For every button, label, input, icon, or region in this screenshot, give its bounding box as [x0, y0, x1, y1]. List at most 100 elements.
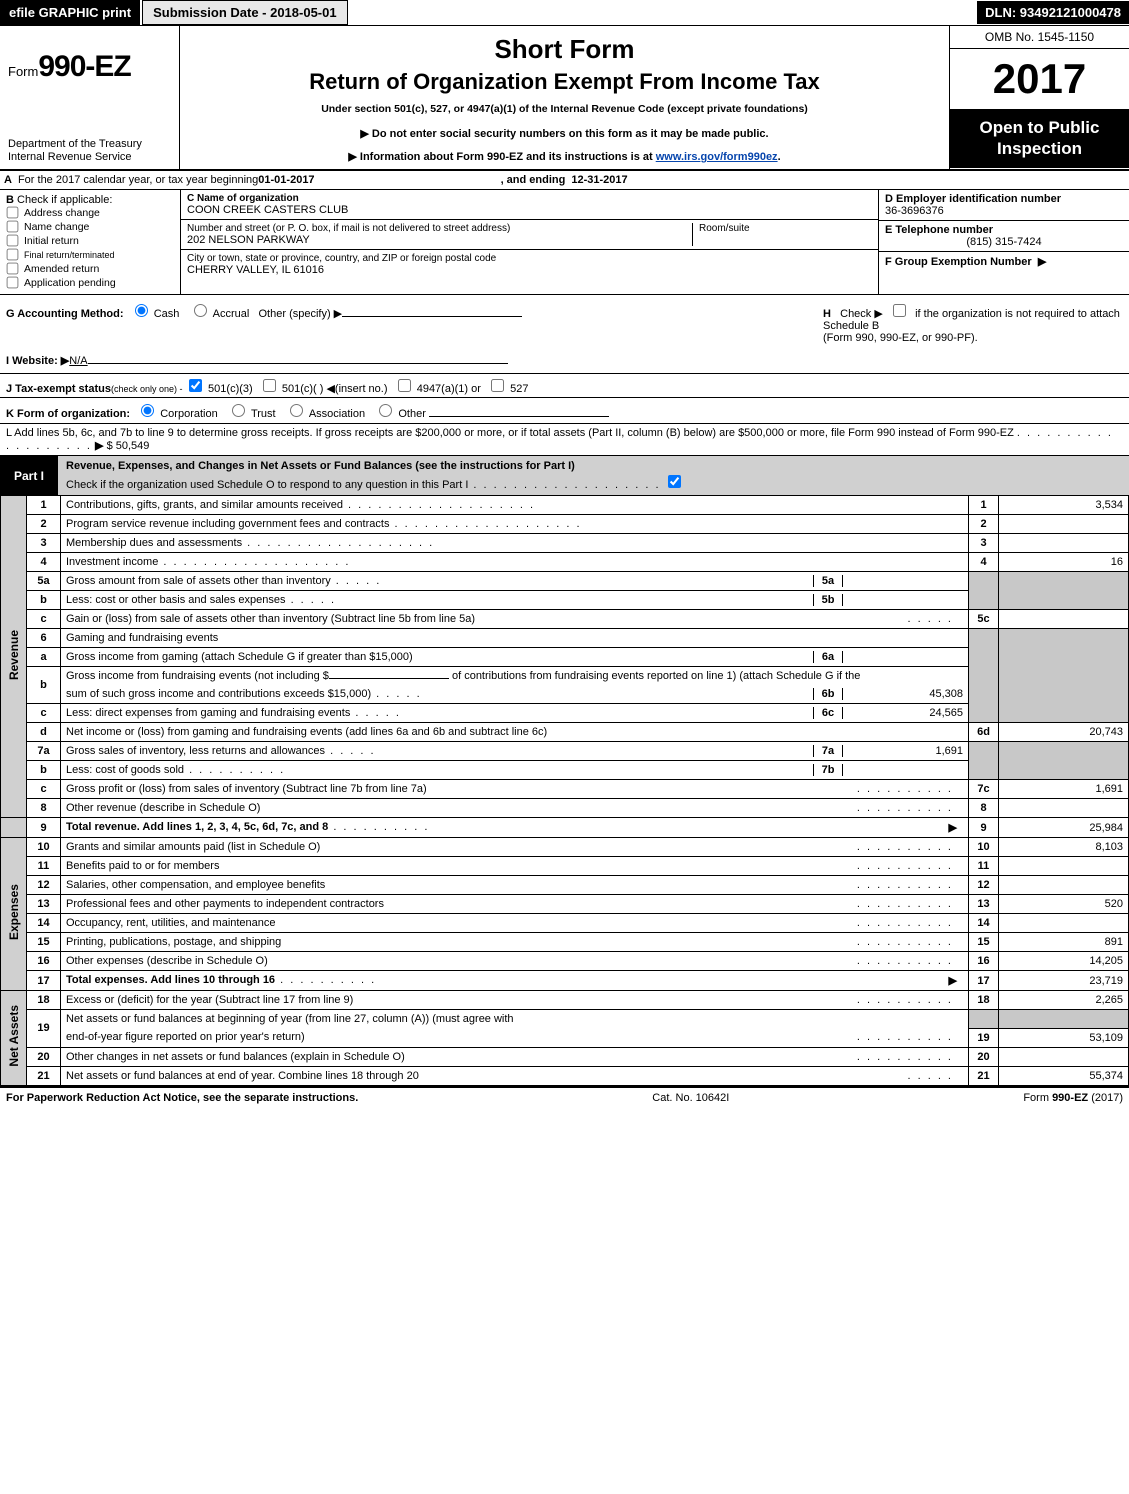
t16: Other expenses (describe in Schedule O) [61, 952, 969, 971]
row-19a: 19 Net assets or fund balances at beginn… [1, 1010, 1129, 1029]
line-a-end: 12-31-2017 [571, 174, 627, 186]
t11: Benefits paid to or for members [61, 857, 969, 876]
row-6b-2: sum of such gross income and contributio… [1, 685, 1129, 704]
checkbox-501c3[interactable] [189, 379, 202, 392]
lbl-corp: Corporation [160, 408, 217, 420]
row-5b: b Less: cost or other basis and sales ex… [1, 591, 1129, 610]
box8: 8 [969, 799, 999, 818]
row-15: 15 Printing, publications, postage, and … [1, 933, 1129, 952]
c-name-value: COON CREEK CASTERS CLUB [187, 204, 348, 216]
shade19 [969, 1010, 999, 1029]
header-right: OMB No. 1545-1150 2017 Open to Public In… [949, 26, 1129, 169]
checkbox-name-change[interactable] [7, 221, 19, 233]
amt4: 16 [999, 553, 1129, 572]
t5b: Less: cost or other basis and sales expe… [61, 591, 969, 610]
chk-application-pending[interactable]: Application pending [6, 276, 174, 289]
t19b: end-of-year figure reported on prior yea… [61, 1028, 969, 1047]
line-j: J Tax-exempt status(check only one) - 50… [0, 373, 1129, 397]
lbl-initial-return: Initial return [24, 235, 79, 247]
checkbox-4947[interactable] [398, 379, 411, 392]
chk-address-change[interactable]: Address change [6, 206, 174, 219]
box19: 19 [969, 1028, 999, 1047]
checkbox-address-change[interactable] [7, 207, 19, 219]
sub6c: 6c [813, 707, 843, 719]
c-street-row: Number and street (or P. O. box, if mail… [181, 220, 878, 250]
j-small: (check only one) - [111, 384, 185, 394]
row-5c: c Gain or (loss) from sale of assets oth… [1, 610, 1129, 629]
e-value: (815) 315-7424 [885, 236, 1123, 248]
n2: 2 [27, 515, 61, 534]
t12: Salaries, other compensation, and employ… [61, 876, 969, 895]
row-14: 14 Occupancy, rent, utilities, and maint… [1, 914, 1129, 933]
d-value: 36-3696376 [885, 205, 944, 217]
row-6d: d Net income or (loss) from gaming and f… [1, 723, 1129, 742]
amt8 [999, 799, 1129, 818]
line-g: G Accounting Method: Cash Accrual Other … [6, 301, 522, 320]
n14: 14 [27, 914, 61, 933]
row-4: 4 Investment income 4 16 [1, 553, 1129, 572]
b-letter: B [6, 194, 14, 206]
amt15: 891 [999, 933, 1129, 952]
samt6c: 24,565 [843, 707, 963, 719]
samt6b: 45,308 [843, 688, 963, 700]
checkbox-h[interactable] [893, 304, 906, 317]
box15: 15 [969, 933, 999, 952]
checkbox-501c[interactable] [263, 379, 276, 392]
radio-corp[interactable] [141, 404, 154, 417]
d-row: D Employer identification number 36-3696… [879, 190, 1129, 221]
line-a-begin: 01-01-2017 [258, 174, 314, 186]
instruction-2: ▶ Information about Form 990-EZ and its … [192, 150, 937, 163]
checkbox-final-return[interactable] [7, 249, 19, 261]
g-label: G Accounting Method: [6, 308, 124, 320]
f-arrow: ▶ [1038, 256, 1046, 268]
checkbox-schedule-o[interactable] [668, 475, 681, 488]
h-label: H [823, 308, 831, 320]
topbar-left: efile GRAPHIC print Submission Date - 20… [0, 0, 348, 25]
amt6d: 20,743 [999, 723, 1129, 742]
form-number-big: 990-EZ [38, 50, 130, 83]
t7b: Less: cost of goods sold 7b [61, 761, 969, 780]
row-18: Net Assets 18 Excess or (deficit) for th… [1, 991, 1129, 1010]
chk-name-change[interactable]: Name change [6, 220, 174, 233]
k-other-blank[interactable] [429, 416, 609, 417]
shade6 [969, 629, 999, 723]
radio-accrual[interactable] [194, 304, 207, 317]
inst2-link[interactable]: www.irs.gov/form990ez [656, 151, 778, 163]
lbl-accrual: Accrual [213, 308, 250, 320]
chk-amended-return[interactable]: Amended return [6, 262, 174, 275]
efile-print-button[interactable]: efile GRAPHIC print [0, 0, 140, 25]
chk-final-return[interactable]: Final return/terminated [6, 248, 174, 261]
col-d-e-f: D Employer identification number 36-3696… [879, 190, 1129, 294]
t3: Membership dues and assessments [61, 534, 969, 553]
n20: 20 [27, 1047, 61, 1066]
footer-mid: Cat. No. 10642I [652, 1092, 729, 1104]
dept-lines: Department of the Treasury Internal Reve… [8, 138, 171, 166]
checkbox-527[interactable] [491, 379, 504, 392]
lbl-other: Other (specify) ▶ [259, 308, 343, 320]
row-2: 2 Program service revenue including gove… [1, 515, 1129, 534]
g-other-blank[interactable] [342, 316, 522, 317]
form-prefix: Form [8, 64, 38, 79]
tax-year: 2017 [950, 49, 1129, 109]
amt19: 53,109 [999, 1028, 1129, 1047]
t19a: Net assets or fund balances at beginning… [61, 1010, 969, 1029]
j-label: J Tax-exempt status [6, 383, 111, 395]
blank-6b[interactable] [329, 678, 449, 679]
label-b: B Check if applicable: [6, 194, 174, 206]
checkbox-amended-return[interactable] [7, 263, 19, 275]
checkbox-initial-return[interactable] [7, 235, 19, 247]
box21: 21 [969, 1066, 999, 1085]
radio-other[interactable] [379, 404, 392, 417]
side-netassets: Net Assets [1, 991, 27, 1086]
radio-cash[interactable] [135, 304, 148, 317]
amt12 [999, 876, 1129, 895]
checkbox-application-pending[interactable] [7, 277, 19, 289]
radio-trust[interactable] [232, 404, 245, 417]
chk-initial-return[interactable]: Initial return [6, 234, 174, 247]
n7b: b [27, 761, 61, 780]
amt10: 8,103 [999, 838, 1129, 857]
amt17: 23,719 [999, 971, 1129, 991]
radio-assoc[interactable] [290, 404, 303, 417]
n6a: a [27, 648, 61, 667]
e-label: E Telephone number [885, 224, 993, 236]
